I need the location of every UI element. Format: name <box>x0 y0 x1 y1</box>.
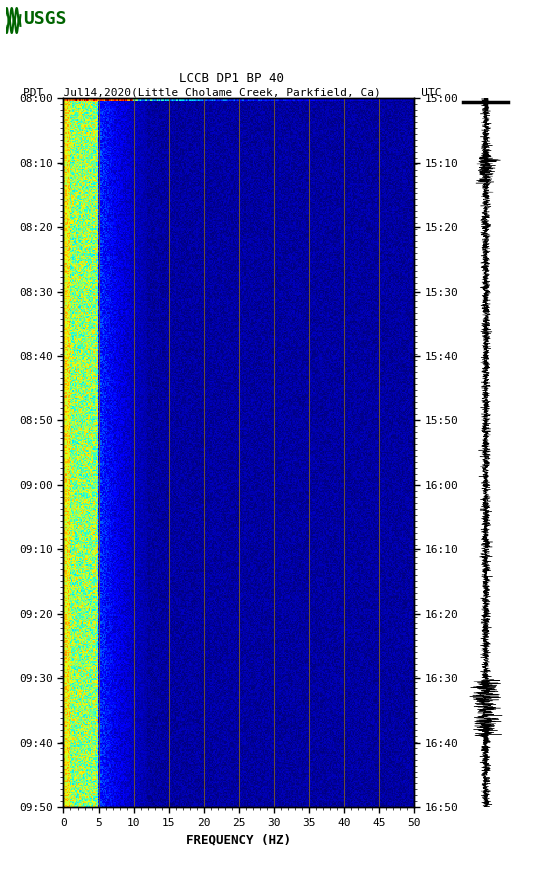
Text: PDT   Jul14,2020(Little Cholame Creek, Parkfield, Ca)      UTC: PDT Jul14,2020(Little Cholame Creek, Par… <box>23 87 441 97</box>
Text: LCCB DP1 BP 40: LCCB DP1 BP 40 <box>179 71 284 85</box>
X-axis label: FREQUENCY (HZ): FREQUENCY (HZ) <box>186 833 291 847</box>
Text: USGS: USGS <box>23 10 67 28</box>
